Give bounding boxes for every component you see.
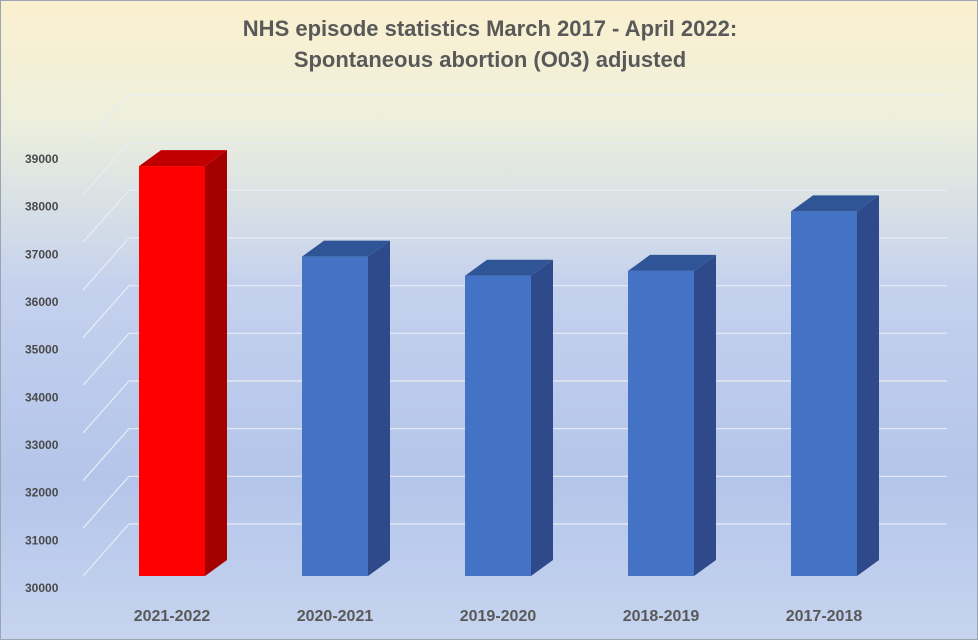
bar-front [465, 275, 531, 576]
bar-side [857, 195, 879, 576]
bar [302, 240, 390, 576]
chart-subtitle: Spontaneous abortion (O03) adjusted [293, 47, 687, 72]
chart-title-block: NHS episode statistics March 2017 - Apri… [1, 13, 978, 75]
bar-front [628, 270, 694, 576]
bar [465, 259, 553, 576]
y-tick-label: 34000 [25, 390, 59, 404]
bar-side [531, 259, 553, 576]
bars-layer [139, 150, 879, 577]
bar-front [302, 256, 368, 576]
y-tick-label: 33000 [25, 438, 59, 452]
x-category-label: 2020-2021 [297, 608, 374, 625]
y-tick-label: 38000 [25, 200, 59, 214]
y-tick-label: 39000 [25, 152, 59, 166]
bar [139, 150, 227, 577]
bar-top [628, 254, 716, 271]
chart-title: NHS episode statistics March 2017 - Apri… [242, 16, 738, 41]
bar [628, 254, 716, 576]
bar-top [465, 259, 553, 276]
x-axis-categories: 2021-2022 2020-2021 2019-2020 2018-2019 2017… [134, 608, 863, 625]
bar-side [694, 254, 716, 576]
bar-side [368, 240, 390, 576]
y-axis-ticks: 30000 31000 32000 33000 34000 35000 36000 37000… [25, 152, 59, 595]
bar-top [791, 195, 879, 212]
bar-side [205, 150, 227, 577]
y-tick-label: 31000 [25, 533, 59, 547]
x-category-label: 2021-2022 [134, 608, 211, 625]
x-category-label: 2017-2018 [786, 608, 863, 625]
bar-front [139, 166, 205, 577]
bar [791, 195, 879, 576]
y-tick-label: 30000 [25, 581, 59, 595]
bar-front [791, 211, 857, 576]
x-category-label: 2018-2019 [623, 608, 700, 625]
gridline [82, 142, 947, 196]
gridline [82, 237, 947, 291]
bar-top [302, 240, 390, 257]
y-tick-label: 37000 [25, 247, 59, 261]
y-tick-label: 32000 [25, 486, 59, 500]
x-category-label: 2019-2020 [460, 608, 537, 625]
bar-top [139, 150, 227, 167]
y-tick-label: 36000 [25, 295, 59, 309]
y-tick-label: 35000 [25, 343, 59, 357]
gridline [82, 189, 947, 243]
gridline [82, 94, 947, 148]
